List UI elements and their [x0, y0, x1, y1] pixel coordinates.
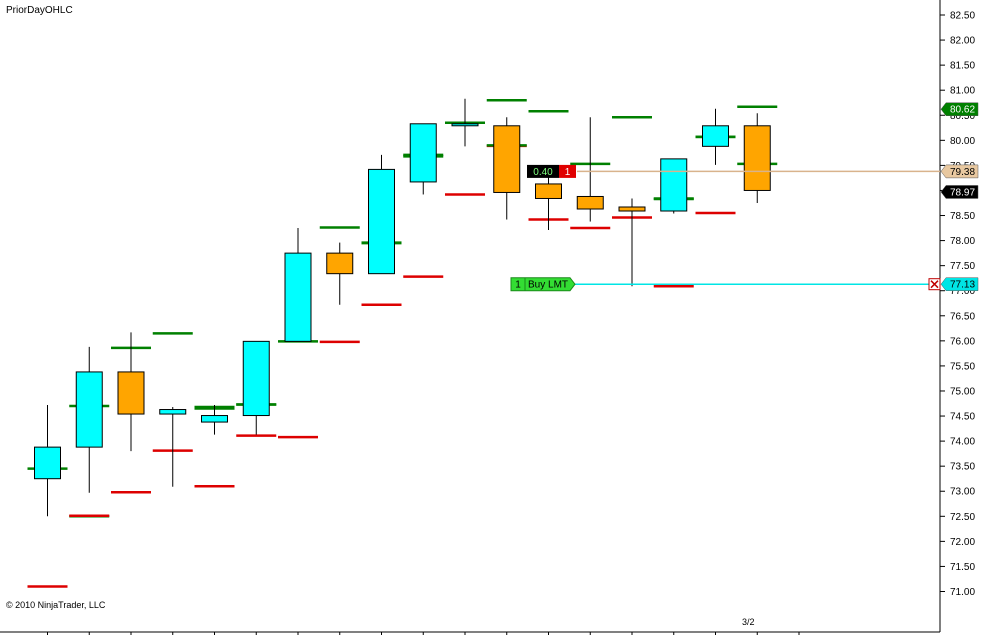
y-tick-label: 72.00: [950, 537, 975, 548]
candle: [618, 198, 646, 287]
candle-body: [493, 125, 521, 193]
y-tick-label: 74.50: [950, 412, 975, 423]
candle-body: [576, 195, 604, 210]
y-tick-label: 73.00: [950, 487, 975, 498]
price-marker-label: 77.13: [950, 280, 975, 291]
candle: [451, 98, 479, 147]
candle: [743, 113, 771, 203]
candle: [117, 332, 145, 452]
order-badge-shape: [510, 277, 576, 292]
price-marker-box: [940, 277, 979, 291]
candle-body: [117, 371, 145, 415]
candle: [75, 346, 103, 493]
candle-body: [368, 168, 395, 275]
position-pnl-text: 0.40: [533, 167, 553, 178]
y-tick-label: 74.00: [950, 437, 975, 448]
chart-title: PriorDayOHLC: [6, 5, 73, 16]
candlestick-series: [34, 98, 771, 517]
order-badge[interactable]: 1 Buy LMT: [510, 277, 576, 292]
candle-body: [702, 125, 729, 147]
y-tick-label: 82.50: [950, 11, 975, 22]
position-qty-box: [559, 164, 576, 178]
position-qty-text: 1: [565, 167, 571, 178]
y-tick-label: 76.00: [950, 336, 975, 347]
candle: [368, 154, 395, 275]
y-tick-label: 75.50: [950, 361, 975, 372]
x-tick-label: 3/2: [742, 617, 755, 627]
candle: [576, 117, 604, 222]
y-tick-label: 81.50: [950, 61, 975, 72]
candle: [493, 117, 521, 220]
price-marker-label: 78.97: [950, 187, 975, 198]
y-tick-label: 71.00: [950, 587, 975, 598]
candle: [201, 405, 228, 435]
order-qty-text: 1: [515, 280, 521, 291]
y-tick-label: 80.00: [950, 136, 975, 147]
candle: [34, 405, 61, 517]
y-tick-label: 78.00: [950, 236, 975, 247]
candle-body: [159, 409, 187, 415]
candle: [284, 228, 312, 342]
price-markers: 80.62 79.38 78.97 77.13: [940, 102, 979, 291]
candle: [159, 407, 187, 487]
candle: [702, 108, 729, 165]
price-marker: 79.38: [940, 164, 979, 179]
candle-body: [618, 206, 646, 212]
y-tick-label: 80.50: [950, 111, 975, 122]
candle-body: [535, 183, 562, 199]
y-tick-label: 71.50: [950, 562, 975, 573]
y-tick-label: 76.50: [950, 311, 975, 322]
candle-body: [242, 340, 270, 417]
candle: [242, 340, 270, 435]
candle-body: [201, 415, 228, 423]
y-tick-label: 75.00: [950, 386, 975, 397]
position-pnl-box: [527, 164, 559, 178]
cancel-order-icon[interactable]: [928, 278, 941, 291]
candle-body: [451, 123, 479, 127]
candle-body: [75, 371, 103, 448]
price-marker-box: [940, 185, 979, 199]
cancel-order-x2: [930, 280, 939, 289]
y-tick-label: 81.00: [950, 86, 975, 97]
y-tick-label: 72.50: [950, 512, 975, 523]
price-marker: 77.13: [940, 277, 979, 291]
candle-body: [326, 252, 354, 275]
price-marker-label: 80.62: [950, 105, 975, 116]
price-marker: 80.62: [940, 102, 979, 116]
position-badge[interactable]: 0.40 1: [527, 164, 576, 178]
copyright-text: © 2010 NinjaTrader, LLC: [6, 600, 106, 610]
candle-body: [743, 125, 771, 191]
y-tick-label: 82.00: [950, 36, 975, 47]
price-marker-box: [940, 164, 979, 179]
y-tick-label: 77.00: [950, 286, 975, 297]
candle: [535, 171, 562, 231]
candle-body: [284, 252, 312, 342]
trade-lines: 0.40 1 1 Buy LMT: [510, 164, 941, 292]
y-tick-label: 77.50: [950, 261, 975, 272]
price-marker-label: 79.38: [950, 167, 975, 178]
candle-body: [34, 446, 61, 480]
order-type-text: Buy LMT: [528, 280, 568, 291]
candle: [326, 242, 354, 305]
y-tick-label: 73.50: [950, 462, 975, 473]
candle-body: [409, 123, 437, 183]
price-marker: 78.97: [940, 185, 979, 199]
candle: [409, 123, 437, 195]
candle-body: [660, 158, 688, 212]
price-marker-box: [940, 102, 979, 116]
candle: [660, 158, 688, 214]
y-tick-label: 78.50: [950, 211, 975, 222]
